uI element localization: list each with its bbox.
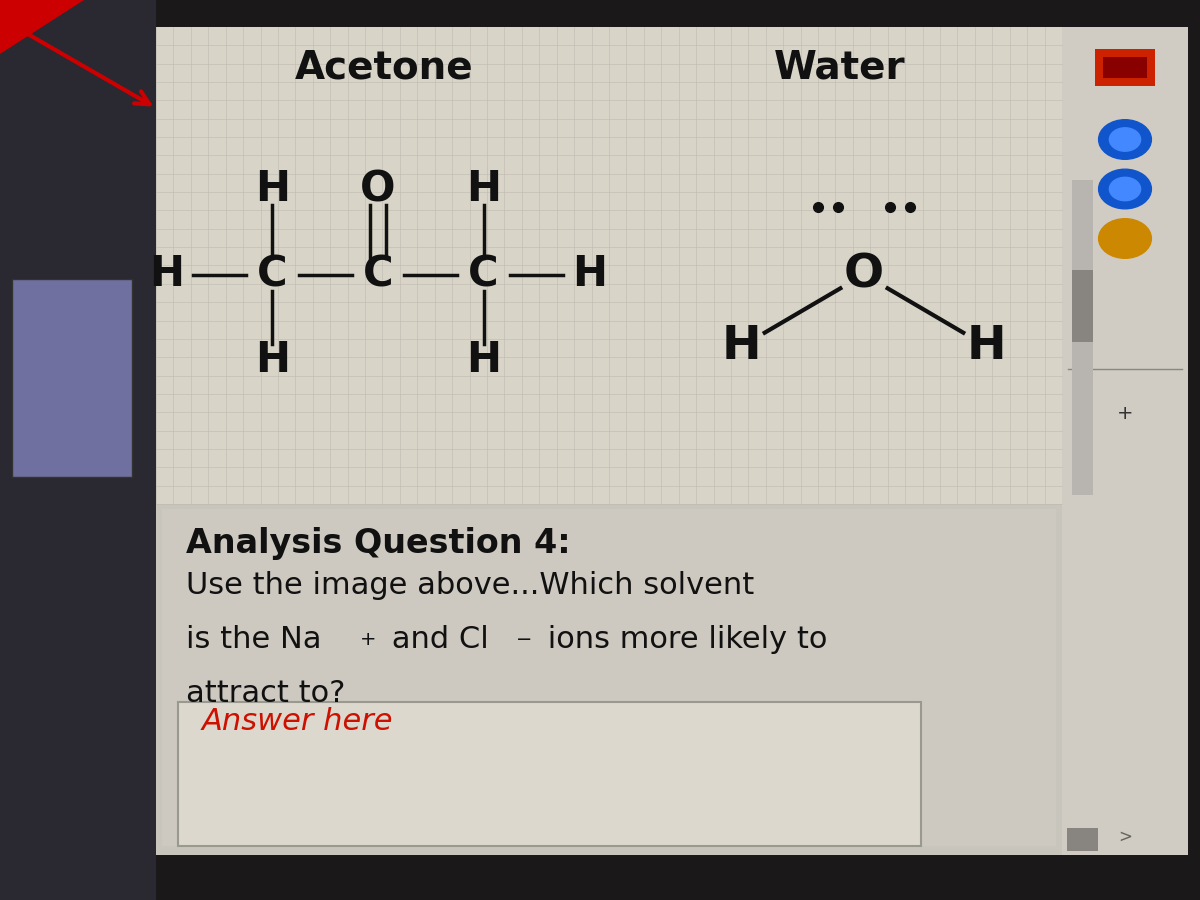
Circle shape: [1110, 128, 1140, 151]
Text: Analysis Question 4:: Analysis Question 4:: [186, 526, 571, 560]
Text: and Cl: and Cl: [382, 626, 488, 654]
Text: H: H: [254, 339, 290, 381]
Text: O: O: [844, 252, 884, 297]
Bar: [178, 702, 920, 846]
Text: O: O: [360, 168, 396, 210]
Text: >: >: [1118, 828, 1132, 846]
Text: H: H: [967, 324, 1007, 369]
Text: H: H: [721, 324, 761, 369]
Bar: [1072, 180, 1093, 495]
Text: H: H: [149, 254, 185, 295]
Bar: [1062, 27, 1188, 855]
Bar: [156, 504, 1062, 855]
Bar: [1067, 828, 1098, 850]
Bar: [1096, 50, 1154, 86]
Bar: [12, 279, 132, 477]
Text: C: C: [257, 254, 288, 295]
Text: H: H: [571, 254, 607, 295]
Text: attract to?: attract to?: [186, 680, 346, 708]
Text: Acetone: Acetone: [295, 49, 473, 86]
Bar: [1072, 270, 1093, 342]
Bar: [1104, 57, 1147, 78]
Polygon shape: [0, 0, 84, 54]
Text: −: −: [516, 630, 533, 649]
Circle shape: [1099, 169, 1152, 209]
Circle shape: [1099, 120, 1152, 159]
Text: Water: Water: [774, 49, 906, 86]
Bar: [0, 0, 156, 900]
Text: is the Na: is the Na: [186, 626, 322, 654]
Text: H: H: [254, 168, 290, 210]
Text: Use the image above...Which solvent: Use the image above...Which solvent: [186, 572, 755, 600]
Text: ions more likely to: ions more likely to: [538, 626, 827, 654]
Bar: [162, 508, 1056, 846]
Circle shape: [1099, 219, 1152, 258]
Bar: [156, 27, 1062, 504]
Text: Answer here: Answer here: [202, 706, 394, 735]
Text: +: +: [360, 630, 377, 649]
Text: C: C: [468, 254, 499, 295]
Text: H: H: [466, 168, 502, 210]
Circle shape: [1110, 177, 1140, 201]
Text: +: +: [1117, 404, 1133, 424]
Text: H: H: [466, 339, 502, 381]
Text: C: C: [362, 254, 394, 295]
